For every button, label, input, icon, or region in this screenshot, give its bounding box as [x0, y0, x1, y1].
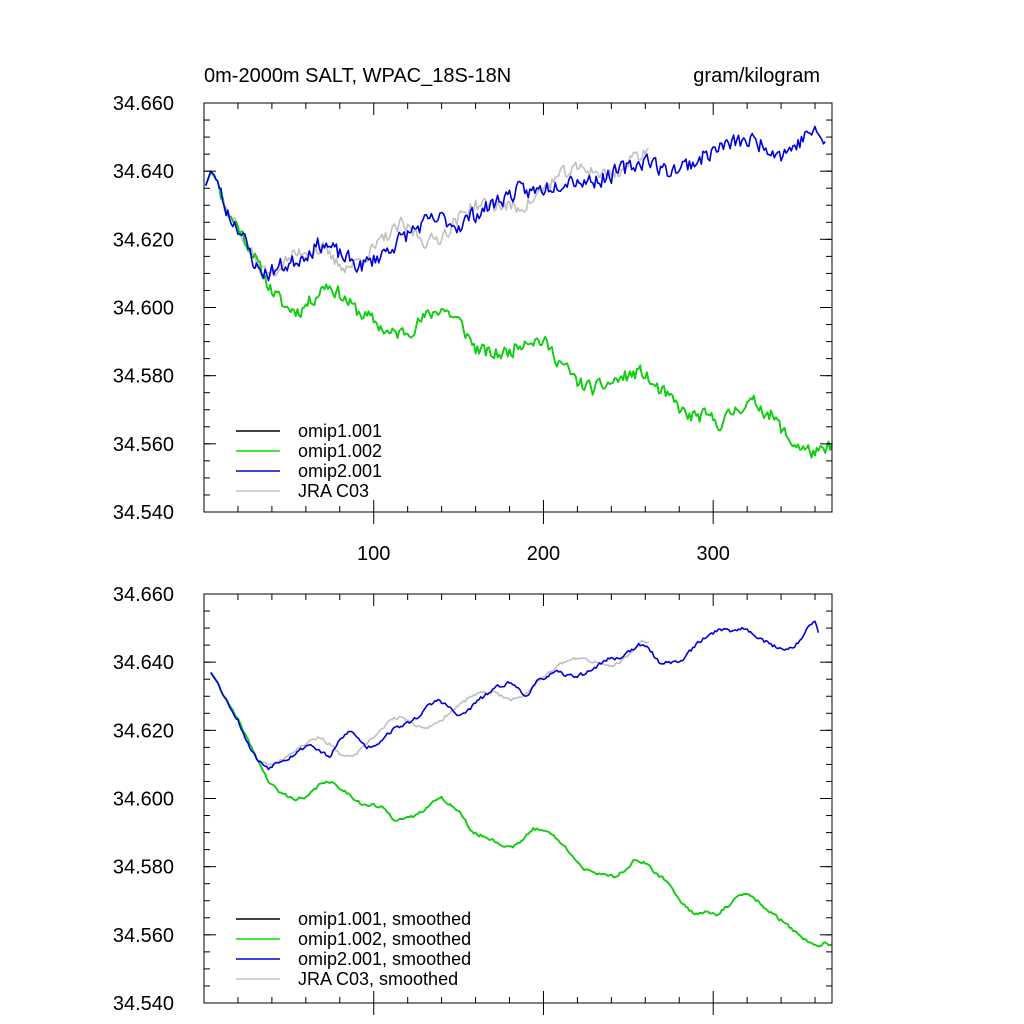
- legend-label: JRA C03: [298, 481, 369, 501]
- top-panel: 0m-2000m SALT, WPAC_18S-18N gram/kilogra…: [113, 65, 833, 565]
- top-chart-title: 0m-2000m SALT, WPAC_18S-18N: [204, 65, 511, 87]
- legend-label: omip2.001: [298, 461, 382, 481]
- series-line-omip1-002: [204, 171, 833, 459]
- bottom-axis-ticks: 34.540 34.560 34.580 34.600 34.620 34.640 34.6…: [113, 584, 832, 1015]
- bottom-series-group: [210, 620, 833, 948]
- y-tick-label: 34.660: [113, 93, 174, 115]
- series-line-omip1-001-smoothed: [210, 672, 833, 948]
- top-plot-frame: [203, 102, 833, 513]
- top-series-group: [204, 125, 833, 459]
- y-tick-label: 34.640: [113, 161, 174, 183]
- bottom-panel: 34.540 34.560 34.580 34.600 34.620 34.640 34.6…: [113, 584, 833, 1015]
- y-tick-label: 34.560: [113, 434, 174, 456]
- series-line-omip1-002-smoothed: [210, 672, 833, 948]
- legend-label: JRA C03, smoothed: [298, 969, 458, 989]
- y-tick-label: 34.620: [113, 720, 174, 742]
- series-line-jra-c03-smoothed: [210, 639, 650, 766]
- legend-label: omip2.001, smoothed: [298, 949, 471, 969]
- bottom-plot-frame: [203, 593, 833, 1004]
- y-tick-label: 34.600: [113, 298, 174, 320]
- y-tick-label: 34.660: [113, 584, 174, 606]
- top-chart-units: gram/kilogram: [693, 65, 820, 87]
- y-tick-label: 34.540: [113, 993, 174, 1015]
- y-tick-label: 34.580: [113, 857, 174, 879]
- y-tick-label: 34.560: [113, 925, 174, 947]
- legend-label: omip1.001, smoothed: [298, 909, 471, 929]
- y-tick-label: 34.640: [113, 652, 174, 674]
- legend-label: omip1.002, smoothed: [298, 929, 471, 949]
- y-tick-label: 34.620: [113, 229, 174, 251]
- legend-label: omip1.001: [298, 421, 382, 441]
- legend-label: omip1.002: [298, 441, 382, 461]
- x-tick-label: 300: [697, 543, 730, 565]
- y-tick-label: 34.580: [113, 366, 174, 388]
- y-tick-label: 34.600: [113, 789, 174, 811]
- x-tick-label: 200: [527, 543, 560, 565]
- x-tick-label: 100: [357, 543, 390, 565]
- series-line-omip2-001: [204, 125, 826, 282]
- top-axis-ticks: 34.540 34.560 34.580 34.600 34.620 34.640 34.6…: [113, 93, 832, 565]
- y-tick-label: 34.540: [113, 502, 174, 524]
- series-line-omip2-001-smoothed: [210, 620, 820, 771]
- series-line-jra-c03: [204, 147, 650, 278]
